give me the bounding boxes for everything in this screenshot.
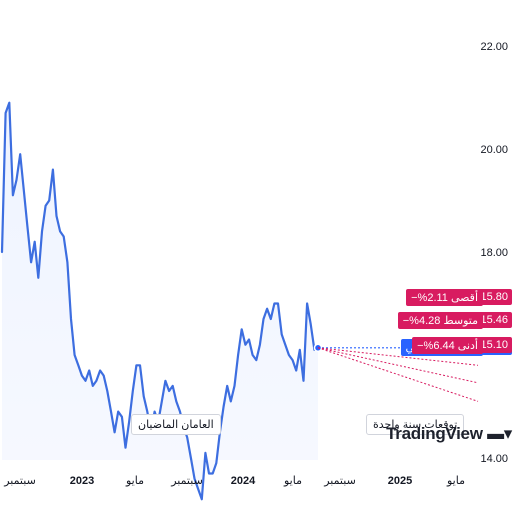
y-tick-label: 14.00 bbox=[480, 453, 508, 465]
forecast-line-1 bbox=[317, 347, 479, 384]
y-tick-label: 22.00 bbox=[480, 41, 508, 53]
forecast-line-2 bbox=[317, 347, 479, 402]
area-layer bbox=[2, 102, 318, 500]
y-tick-label: 18.00 bbox=[480, 247, 508, 259]
x-axis: سبتمبر 2023 مايو سبتمبر 2024 مايو سبتمبر 2025 ما… bbox=[3, 475, 465, 487]
x-tick-label: سبتمبر bbox=[323, 475, 356, 487]
past-period-label: العامان الماضيان bbox=[131, 414, 221, 435]
price-area-fill bbox=[2, 102, 318, 500]
x-tick-label: سبتمبر bbox=[170, 475, 203, 487]
y-axis: 22.00 20.00 18.00 14.00 bbox=[480, 41, 508, 465]
forecast-value-chip: 15.10 bbox=[476, 337, 512, 353]
x-tick-year: 2025 bbox=[388, 475, 412, 487]
x-tick-label: مايو bbox=[446, 475, 465, 487]
forecast-value-chip: 15.46 bbox=[476, 312, 512, 328]
x-tick-year: 2024 bbox=[231, 475, 256, 487]
x-tick-label: مايو bbox=[283, 475, 302, 487]
y-tick-label: 20.00 bbox=[480, 144, 508, 156]
x-tick-year: 2023 bbox=[70, 475, 94, 487]
forecast-label-chip: متوسط 4.28%− bbox=[397, 312, 483, 329]
x-tick-label: سبتمبر bbox=[3, 475, 36, 487]
forecast-layer bbox=[317, 347, 479, 402]
forecast-label-chip: أقصى 2.11%− bbox=[406, 289, 483, 306]
tradingview-logo-mark: ▬▾ bbox=[482, 424, 512, 443]
tradingview-logo: TradingView ▬▾ bbox=[386, 424, 512, 444]
forecast-label-chip: أدنى 6.44%− bbox=[412, 337, 483, 354]
tradingview-logo-text: TradingView bbox=[386, 424, 483, 443]
forecast-line-0 bbox=[317, 347, 479, 366]
x-tick-label: مايو bbox=[125, 475, 144, 487]
forecast-value-chip: 15.80 bbox=[476, 289, 512, 305]
forecast-period-label: توقعات سنة واحدة bbox=[366, 414, 465, 435]
price-line bbox=[0, 101, 320, 501]
